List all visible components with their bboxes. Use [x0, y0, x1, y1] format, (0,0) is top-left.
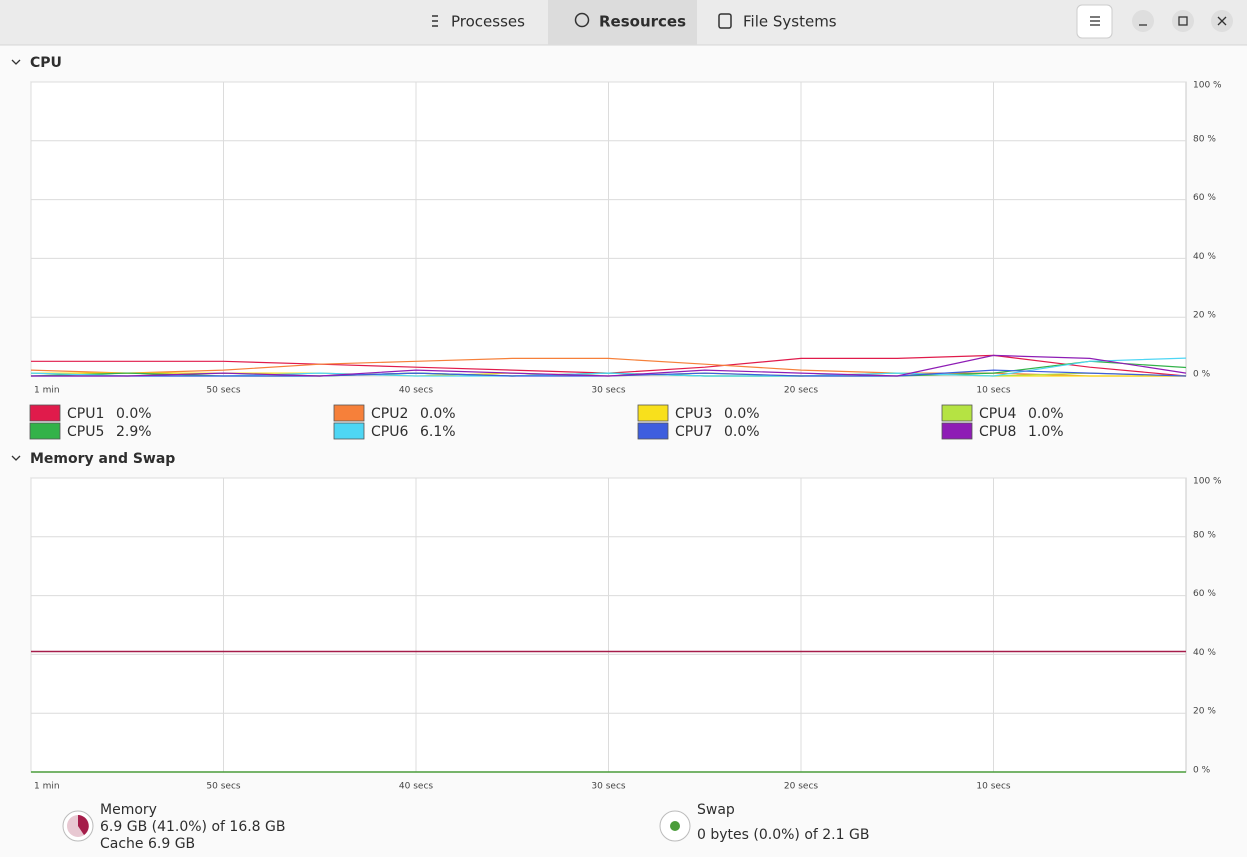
legend-detail: 6.9 GB (41.0%) of 16.8 GB: [100, 819, 286, 835]
menu-button[interactable]: [1076, 4, 1113, 39]
tab-processes[interactable]: Processes: [432, 13, 525, 31]
x-tick-label: 30 secs: [591, 386, 625, 396]
y-tick-label: 20 %: [1193, 707, 1216, 717]
legend-value: 0.0%: [724, 406, 760, 422]
y-tick-label: 60 %: [1193, 193, 1216, 203]
tab-file-systems[interactable]: File Systems: [718, 13, 837, 31]
y-tick-label: 80 %: [1193, 134, 1216, 144]
legend-swatch: [941, 404, 973, 422]
chevron: [11, 455, 21, 461]
y-tick-label: 60 %: [1193, 589, 1216, 599]
button-bg: [1132, 10, 1154, 32]
close-button[interactable]: [1211, 10, 1233, 32]
minimize-button[interactable]: [1132, 10, 1154, 32]
x-tick-label: 1 min: [34, 386, 60, 396]
legend-swatch: [29, 404, 61, 422]
legend-name: CPU2: [371, 406, 408, 422]
tab-resources[interactable]: Resources: [574, 12, 687, 31]
legend-name: CPU4: [979, 406, 1016, 422]
legend-name: CPU5: [67, 424, 104, 440]
memory-pie-icon: [62, 810, 94, 842]
legend-detail: 0 bytes (0.0%) of 2.1 GB: [697, 827, 869, 843]
tab-label: File Systems: [743, 13, 837, 31]
y-tick-label: 0 %: [1193, 766, 1211, 776]
legend-detail: Cache 6.9 GB: [100, 836, 195, 852]
legend-value: 0.0%: [420, 406, 456, 422]
y-tick-label: 100 %: [1193, 477, 1222, 487]
legend-value: 1.0%: [1028, 424, 1064, 440]
y-tick-label: 80 %: [1193, 530, 1216, 540]
x-tick-label: 20 secs: [784, 782, 818, 792]
legend-swatch: [637, 404, 669, 422]
legend-swatch: [333, 404, 365, 422]
chevron: [11, 59, 21, 65]
active-tab-bg: [548, 0, 697, 45]
maximize-button[interactable]: [1172, 10, 1194, 32]
legend-name: Swap: [697, 802, 735, 818]
x-tick-label: 40 secs: [399, 782, 433, 792]
icon-dot: [670, 821, 680, 831]
icon-slice: [78, 815, 89, 835]
y-tick-label: 20 %: [1193, 311, 1216, 321]
x-tick-label: 50 secs: [206, 782, 240, 792]
gauge-icon: [574, 12, 590, 28]
legend-swatch: [941, 422, 973, 440]
x-tick-label: 50 secs: [206, 386, 240, 396]
legend-name: CPU3: [675, 406, 712, 422]
legend-name: Memory: [100, 802, 157, 818]
legend-name: CPU7: [675, 424, 712, 440]
list-icon: [432, 15, 438, 27]
x-tick-label: 10 secs: [976, 386, 1010, 396]
tab-label: Resources: [599, 13, 686, 31]
x-tick-label: 1 min: [34, 782, 60, 792]
memory-section-header[interactable]: Memory and Swap: [11, 451, 175, 467]
legend-swatch: [29, 422, 61, 440]
section-title: CPU: [30, 55, 62, 71]
swap-pie-icon: [659, 810, 691, 842]
y-tick-label: 40 %: [1193, 648, 1216, 658]
cpu-section-header[interactable]: CPU: [11, 55, 62, 71]
y-tick-label: 100 %: [1193, 81, 1222, 91]
legend-value: 0.0%: [116, 406, 152, 422]
legend-value: 6.1%: [420, 424, 456, 440]
x-tick-label: 30 secs: [591, 782, 625, 792]
x-tick-label: 20 secs: [784, 386, 818, 396]
section-title: Memory and Swap: [30, 451, 175, 467]
series-line: [31, 354, 1187, 377]
y-tick-label: 0 %: [1193, 370, 1211, 380]
close-icon: [1217, 16, 1227, 26]
x-tick-label: 10 secs: [976, 782, 1010, 792]
max-icon: [1178, 16, 1188, 26]
button-bg: [1172, 10, 1194, 32]
y-tick-label: 40 %: [1193, 252, 1216, 262]
hamburger-icon: [1090, 16, 1100, 26]
legend-name: CPU8: [979, 424, 1016, 440]
legend-value: 0.0%: [724, 424, 760, 440]
disk-icon: [718, 13, 732, 29]
legend-name: CPU6: [371, 424, 408, 440]
legend-swatch: [637, 422, 669, 440]
tab-label: Processes: [451, 13, 525, 31]
legend-value: 0.0%: [1028, 406, 1064, 422]
x-tick-label: 40 secs: [399, 386, 433, 396]
legend-name: CPU1: [67, 406, 104, 422]
legend-value: 2.9%: [116, 424, 152, 440]
legend-swatch: [333, 422, 365, 440]
